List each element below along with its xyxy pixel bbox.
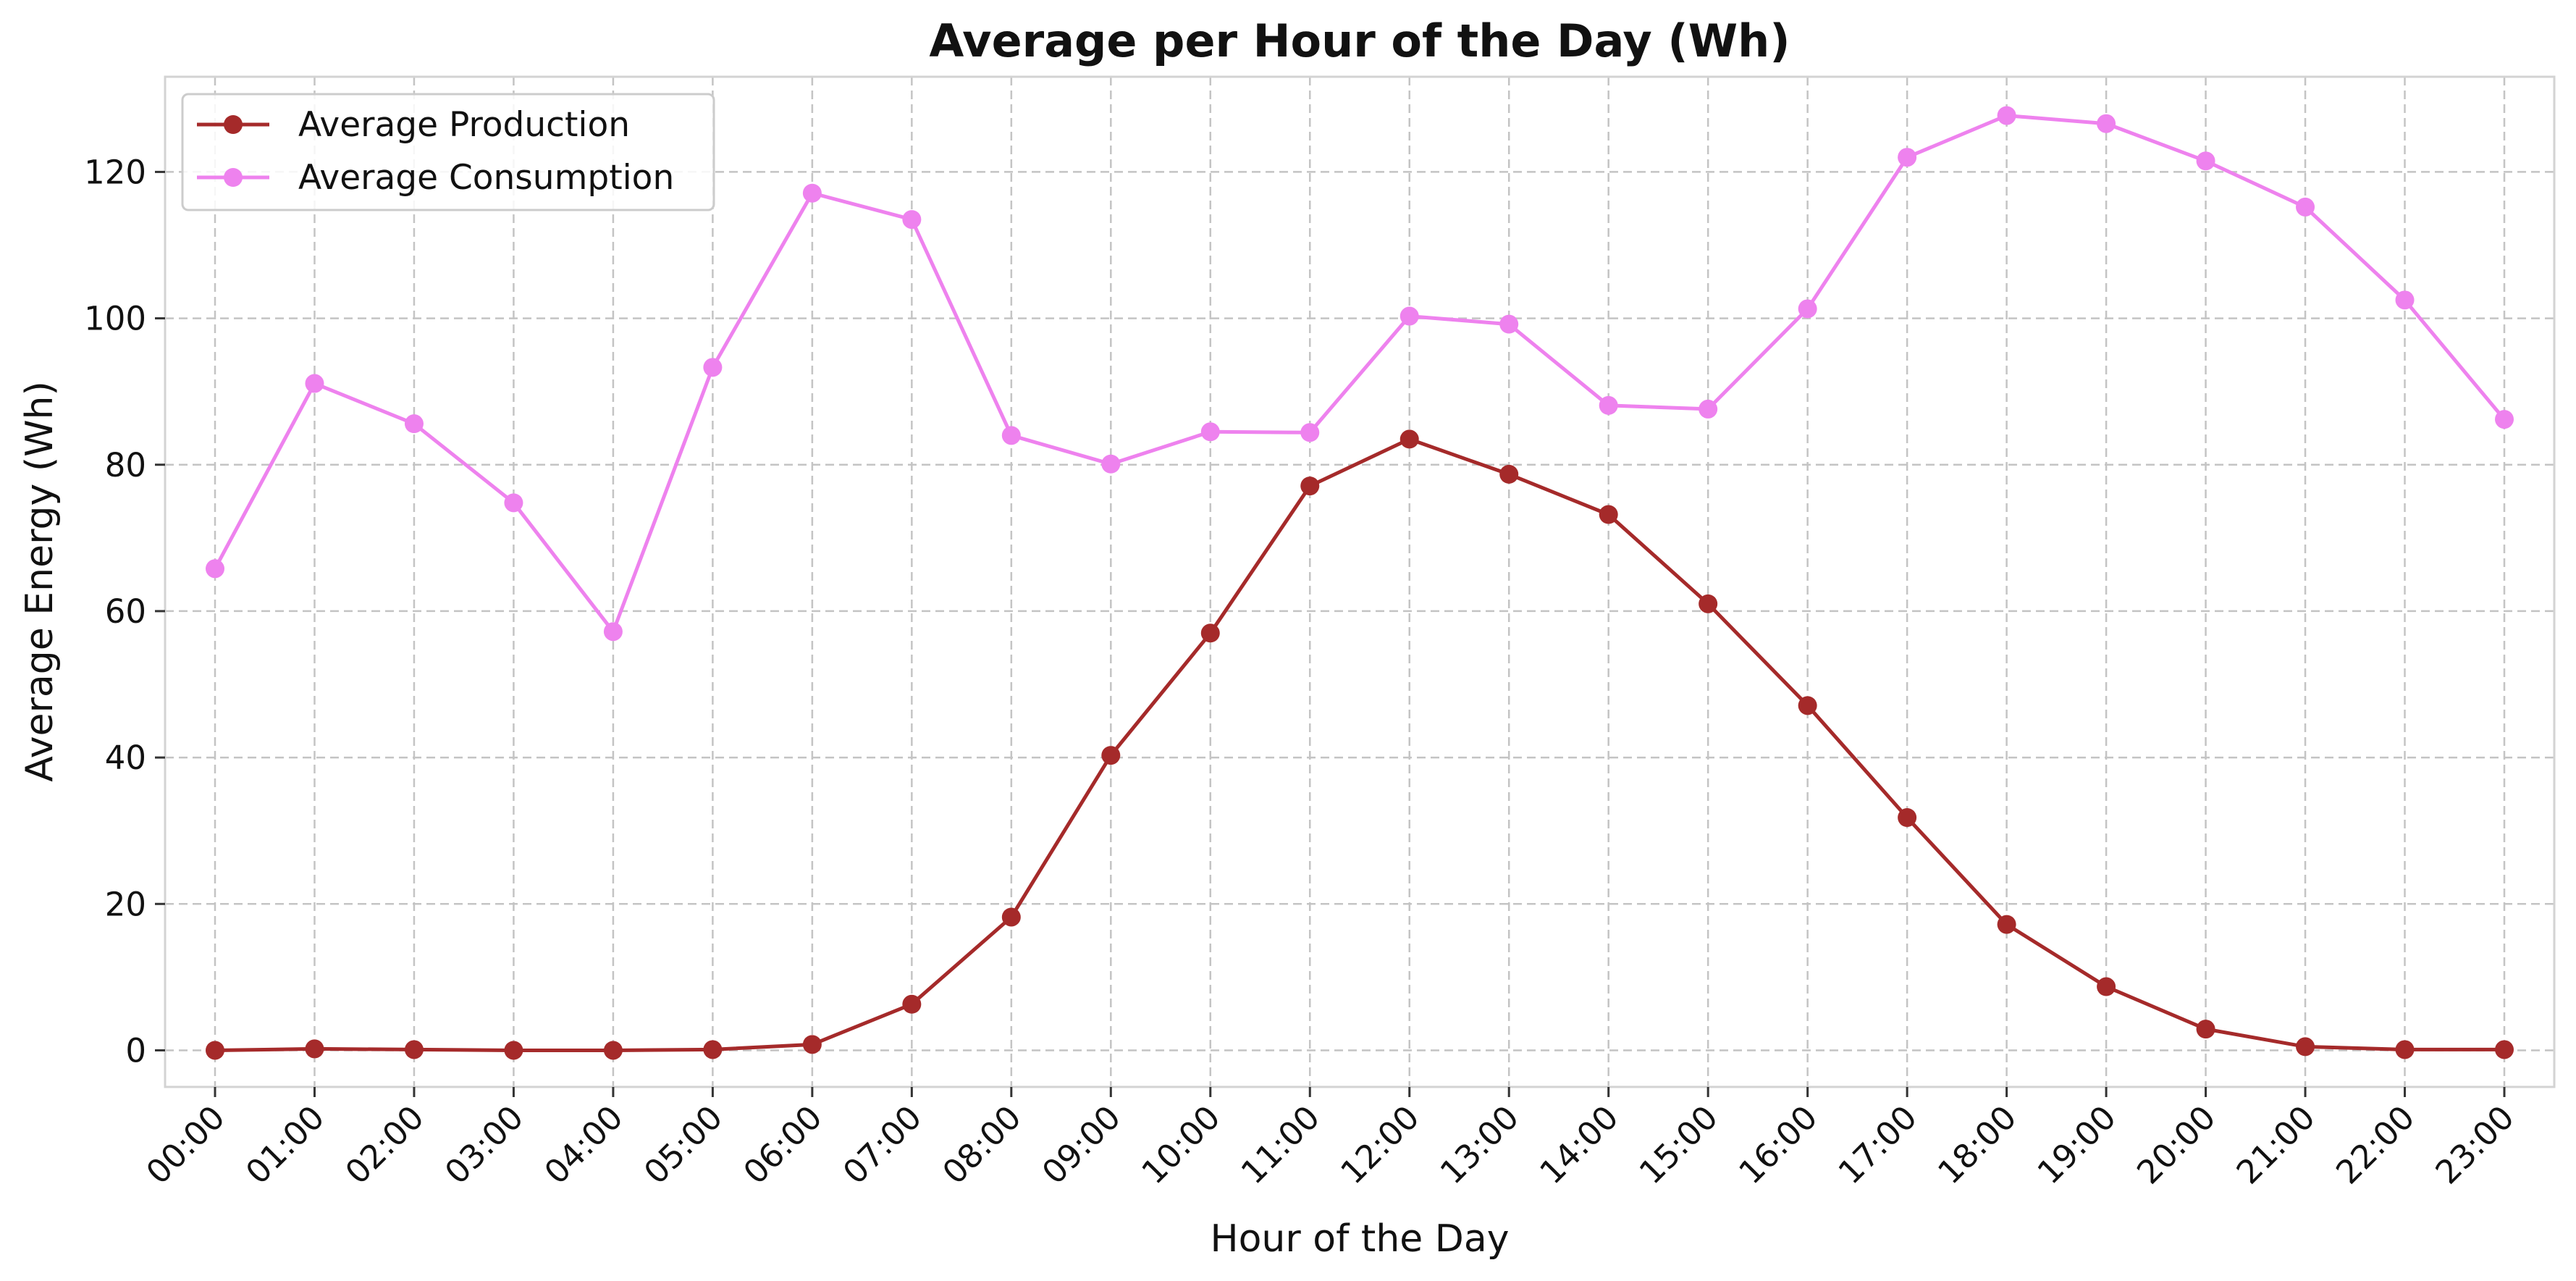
data-point-average-production [1499, 464, 1519, 484]
legend: Average Production Average Consumption [181, 93, 715, 211]
y-tick-label: 60 [105, 592, 146, 631]
y-tick-label: 120 [84, 153, 146, 191]
data-point-average-consumption [1499, 314, 1519, 334]
data-point-average-consumption [802, 183, 822, 203]
data-point-average-consumption [1599, 395, 1618, 415]
data-point-average-production [1898, 808, 1917, 827]
y-tick-label: 80 [105, 446, 146, 484]
data-point-average-production [504, 1041, 523, 1060]
data-point-average-consumption [305, 374, 324, 393]
data-point-average-production [802, 1035, 822, 1054]
data-point-average-consumption [1997, 106, 2016, 125]
data-point-average-production [2395, 1040, 2415, 1059]
data-point-average-production [1399, 429, 1419, 449]
data-point-average-consumption [1101, 454, 1121, 474]
data-point-average-production [1300, 476, 1320, 496]
data-point-average-production [1200, 623, 1220, 643]
data-point-average-production [1001, 907, 1021, 927]
data-point-average-consumption [1300, 423, 1320, 442]
y-tick-label: 0 [125, 1031, 146, 1070]
data-point-average-production [206, 1041, 224, 1060]
data-point-average-consumption [2495, 410, 2514, 429]
chart-title: Average per Hour of the Day (Wh) [929, 14, 1790, 67]
series-line-average-production [214, 437, 2504, 1052]
plot-frame [164, 75, 2556, 1088]
data-point-average-consumption [1001, 426, 1021, 445]
data-point-average-consumption [2196, 151, 2215, 171]
y-axis-label: Average Energy (Wh) [18, 381, 62, 782]
legend-label-production: Average Production [298, 105, 630, 145]
y-tick-label: 20 [105, 885, 146, 923]
series-line-average-consumption [213, 114, 2506, 634]
data-point-average-production [1699, 594, 1718, 613]
y-tick-label: 40 [105, 739, 146, 777]
legend-marker-consumption [224, 168, 243, 187]
data-point-average-production [1101, 746, 1121, 765]
data-point-average-production [1798, 696, 1817, 715]
data-point-average-production [703, 1040, 723, 1059]
data-point-average-production [1599, 505, 1618, 524]
data-point-average-consumption [206, 559, 224, 579]
data-point-average-production [2196, 1020, 2215, 1039]
data-point-average-production [2097, 977, 2116, 996]
series-layer [206, 106, 2514, 1060]
data-point-average-production [404, 1040, 424, 1059]
data-point-average-production [902, 994, 922, 1014]
data-point-average-consumption [404, 414, 424, 434]
data-point-average-consumption [902, 210, 922, 230]
data-point-average-consumption [504, 493, 523, 513]
data-point-average-consumption [703, 358, 723, 377]
data-point-average-consumption [603, 622, 623, 642]
data-point-average-consumption [1699, 399, 1718, 419]
data-point-average-consumption [1399, 306, 1419, 326]
data-point-average-production [603, 1041, 623, 1060]
data-point-average-consumption [1200, 422, 1220, 442]
data-point-average-consumption [2395, 290, 2415, 310]
data-point-average-consumption [1798, 299, 1817, 319]
data-point-average-consumption [1898, 148, 1917, 167]
y-tick-label: 100 [84, 300, 146, 338]
legend-box [181, 93, 715, 211]
data-point-average-consumption [2296, 197, 2315, 217]
data-point-average-production [2296, 1037, 2315, 1057]
data-point-average-consumption [2097, 114, 2116, 133]
legend-marker-production [224, 115, 243, 134]
data-point-average-production [1997, 915, 2016, 934]
legend-label-consumption: Average Consumption [298, 158, 674, 198]
grid-layer [165, 77, 2554, 1087]
data-point-average-production [2495, 1040, 2514, 1059]
data-point-average-production [305, 1039, 324, 1059]
x-axis-label: Hour of the Day [1211, 1217, 1510, 1261]
